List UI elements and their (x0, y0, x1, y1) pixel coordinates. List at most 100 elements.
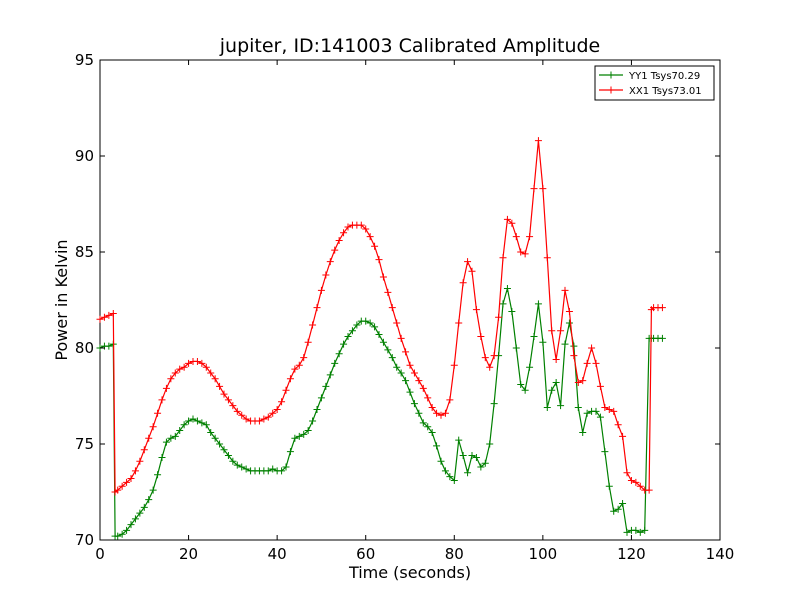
chart-title: jupiter, ID:141003 Calibrated Amplitude (219, 35, 600, 57)
x-axis-label: Time (seconds) (348, 563, 471, 582)
data-point (269, 409, 277, 417)
data-point (402, 348, 410, 356)
data-point (548, 386, 556, 394)
y-tick-label: 80 (75, 339, 94, 357)
data-point (171, 432, 179, 440)
data-point (278, 398, 286, 406)
data-point (543, 404, 551, 412)
data-point (508, 219, 516, 227)
data-point (490, 352, 498, 360)
data-point (437, 457, 445, 465)
data-point (557, 402, 565, 410)
data-point (623, 528, 631, 536)
data-point (317, 286, 325, 294)
data-point (264, 467, 272, 475)
data-point (428, 404, 436, 412)
data-point (517, 380, 525, 388)
data-point (366, 319, 374, 327)
data-point (565, 319, 573, 327)
data-point (619, 500, 627, 508)
data-point (140, 446, 148, 454)
data-point (167, 434, 175, 442)
data-point (140, 503, 148, 511)
y-tick-label: 85 (75, 243, 94, 261)
legend-marker (607, 71, 615, 79)
y-tick-label: 70 (75, 531, 94, 549)
data-point (340, 340, 348, 348)
data-point (486, 363, 494, 371)
data-point (512, 233, 520, 241)
data-point (362, 317, 370, 325)
y-axis-label: Power in Kelvin (52, 239, 71, 360)
data-point (552, 356, 560, 364)
data-point (278, 467, 286, 475)
data-point (596, 382, 604, 390)
series-1 (96, 137, 666, 496)
data-point (260, 415, 268, 423)
data-point (224, 396, 232, 404)
data-point (300, 430, 308, 438)
data-point (291, 365, 299, 373)
data-point (123, 526, 131, 534)
data-point (410, 369, 418, 377)
data-point (162, 384, 170, 392)
data-point (264, 413, 272, 421)
series-layer (96, 137, 666, 540)
data-point (145, 496, 153, 504)
data-point (118, 482, 126, 490)
data-point (207, 428, 215, 436)
data-point (548, 327, 556, 335)
data-point (282, 386, 290, 394)
data-point (459, 452, 467, 460)
data-point (521, 386, 529, 394)
data-point (193, 357, 201, 365)
data-point (114, 532, 122, 540)
data-point (189, 415, 197, 423)
data-point (185, 359, 193, 367)
data-point (317, 394, 325, 402)
data-point (446, 473, 454, 481)
data-point (450, 476, 458, 484)
data-point (415, 377, 423, 385)
data-point (180, 363, 188, 371)
data-point (419, 419, 427, 427)
data-point (508, 308, 516, 316)
data-point (371, 242, 379, 250)
data-point (503, 215, 511, 223)
data-point (229, 402, 237, 410)
data-point (614, 421, 622, 429)
data-point (286, 375, 294, 383)
data-point (216, 382, 224, 390)
data-point (127, 521, 135, 529)
data-point (202, 363, 210, 371)
data-point (588, 344, 596, 352)
data-point (238, 411, 246, 419)
data-point (162, 438, 170, 446)
data-point (512, 344, 520, 352)
data-point (441, 467, 449, 475)
data-point (495, 313, 503, 321)
data-point (185, 417, 193, 425)
data-point (627, 476, 635, 484)
data-point (309, 417, 317, 425)
data-point (149, 486, 157, 494)
data-point (455, 436, 463, 444)
data-point (574, 404, 582, 412)
data-point (229, 457, 237, 465)
legend-label: XX1 Tsys73.01 (629, 86, 702, 97)
data-point (610, 507, 618, 515)
data-point (136, 457, 144, 465)
data-point (632, 478, 640, 486)
data-point (300, 354, 308, 362)
data-point (402, 377, 410, 385)
data-point (397, 369, 405, 377)
data-point (619, 432, 627, 440)
data-point (441, 409, 449, 417)
data-point (557, 327, 565, 335)
data-point (570, 342, 578, 350)
data-point (486, 440, 494, 448)
data-point (335, 350, 343, 358)
legend-label: YY1 Tsys70.29 (628, 71, 700, 82)
data-point (437, 411, 445, 419)
